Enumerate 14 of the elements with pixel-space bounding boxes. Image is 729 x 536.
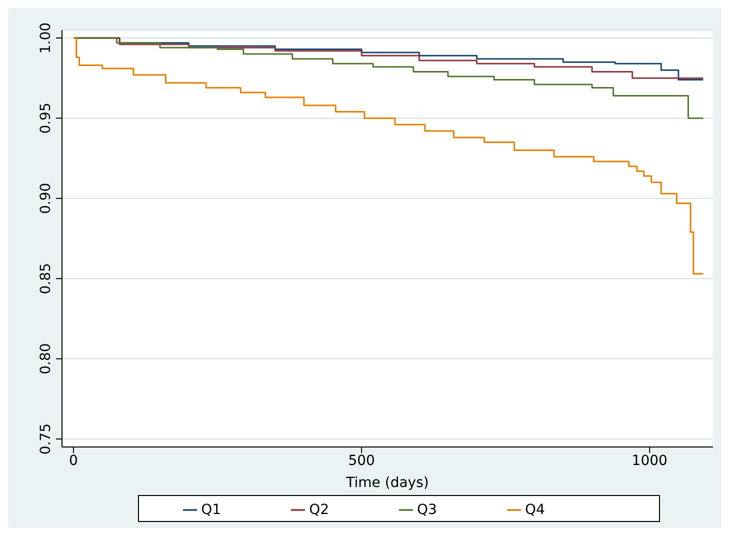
x-tick-label: 1000 — [632, 452, 668, 469]
y-tick-label: 0.95 — [38, 102, 54, 134]
legend-label: Q3 — [417, 502, 437, 518]
y-tick-label: 0.90 — [38, 182, 54, 214]
y-tick-label: 0.85 — [38, 263, 54, 294]
x-tick-label: 0 — [69, 452, 78, 469]
legend-label: Q4 — [524, 502, 545, 518]
y-tick-label: 1.00 — [38, 22, 54, 54]
y-tick-label: 0.80 — [38, 343, 54, 374]
y-tick-label: 0.75 — [38, 423, 54, 455]
x-axis-title: Time (days) — [345, 475, 429, 491]
x-tick-label: 500 — [348, 452, 375, 469]
legend-label: Q1 — [201, 502, 222, 518]
legend-label: Q2 — [309, 502, 329, 518]
